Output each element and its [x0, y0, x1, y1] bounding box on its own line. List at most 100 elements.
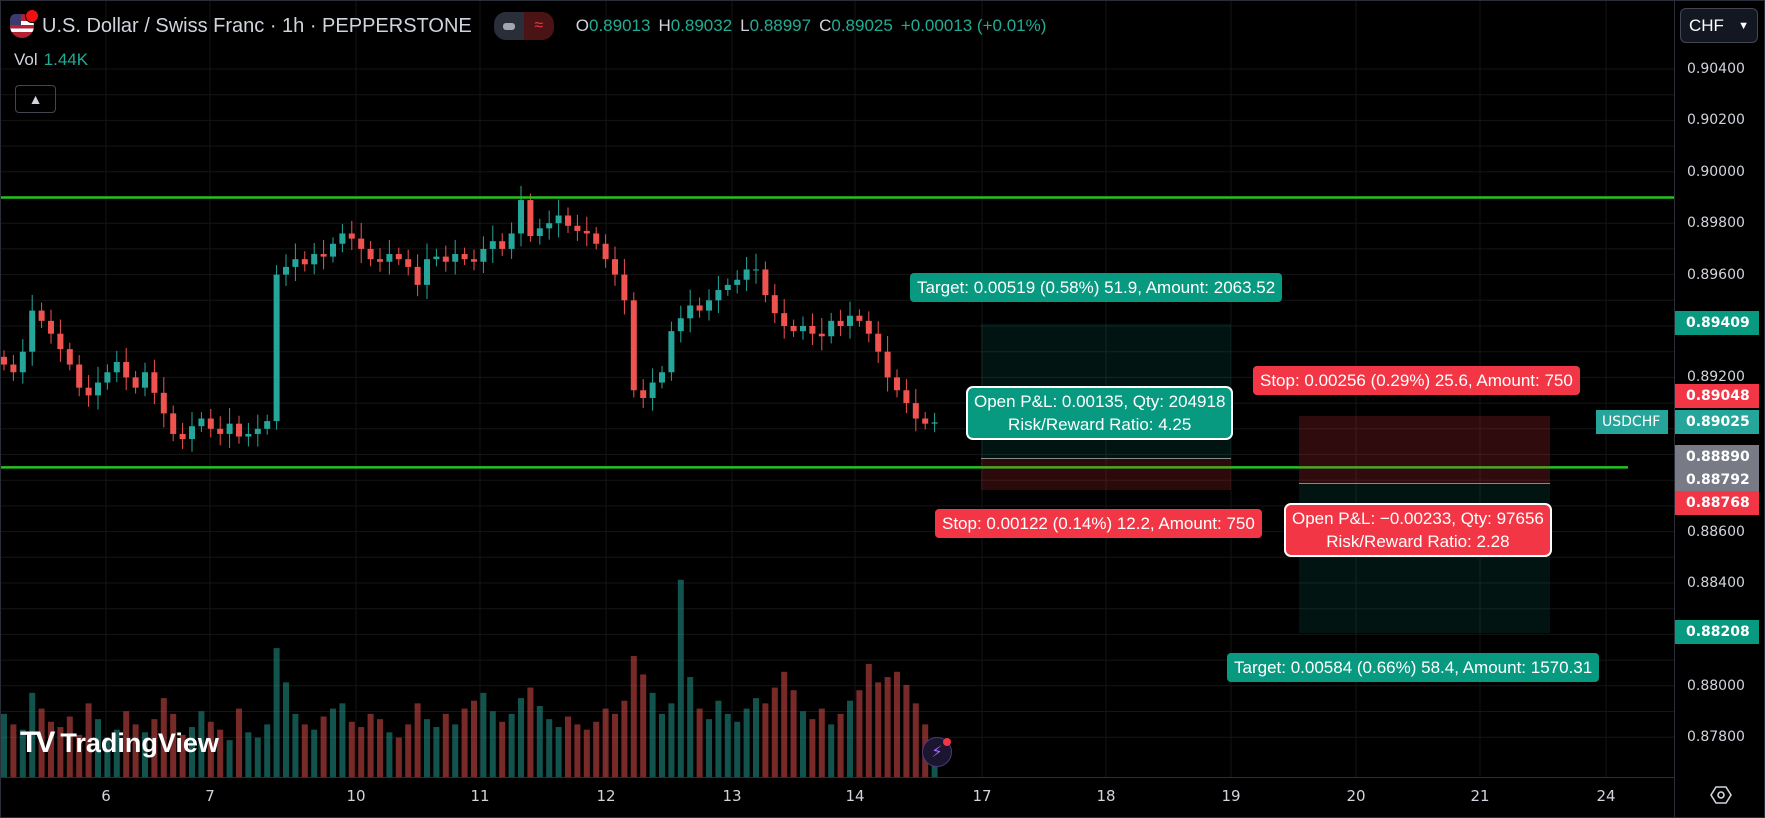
candle-body	[170, 413, 177, 434]
collapse-legend-button[interactable]: ▲	[15, 85, 56, 113]
volume-bar	[574, 724, 581, 777]
candle-body	[367, 248, 374, 260]
chevron-up-icon: ▲	[28, 91, 43, 107]
volume-bar	[480, 692, 487, 777]
candle-body	[471, 259, 477, 262]
volume-bar	[395, 737, 402, 777]
price-axis[interactable]	[1674, 0, 1765, 818]
volume-bar	[386, 732, 393, 777]
candle-body	[771, 295, 778, 314]
chart-mode-toggle[interactable]: ≈	[493, 12, 554, 40]
volume-bar	[57, 727, 64, 777]
volume-bar	[10, 724, 17, 777]
volume-bar	[865, 663, 872, 777]
candle-body	[828, 320, 835, 337]
short-stop-zone[interactable]	[1299, 416, 1550, 483]
volume-bar	[292, 713, 299, 777]
time-label: 11	[470, 787, 490, 805]
time-label: 20	[1346, 787, 1366, 805]
volume-bar	[142, 732, 148, 777]
candle-body	[574, 225, 581, 231]
candle-body	[499, 241, 506, 249]
volume-bar	[593, 721, 600, 777]
candle-body	[301, 259, 308, 265]
price-tick: 0.89600	[1687, 266, 1745, 283]
price-tick: 0.88400	[1687, 575, 1745, 591]
candle-body	[189, 426, 195, 440]
candle-body	[442, 256, 449, 262]
time-axis[interactable]	[0, 777, 1674, 818]
volume-bar	[508, 713, 515, 777]
candle-body	[593, 233, 600, 244]
usd-chf-flag-icon	[10, 9, 39, 38]
candle-body	[104, 372, 111, 383]
volume-bar	[546, 719, 553, 777]
candle-body	[612, 259, 618, 275]
candle-body	[330, 243, 336, 257]
volume-bar	[236, 708, 242, 777]
volume-bar	[583, 729, 590, 777]
candle-body	[649, 382, 656, 398]
candle-body	[66, 349, 73, 365]
price-label: 0.88208	[1675, 620, 1759, 644]
candle-body	[414, 266, 421, 285]
candle-body	[884, 351, 891, 378]
short-target-label[interactable]: Target: 0.00584 (0.66%) 58.4, Amount: 15…	[1227, 653, 1600, 682]
short-stop-label[interactable]: Stop: 0.00256 (0.29%) 25.6, Amount: 750	[1253, 366, 1580, 395]
volume-bar	[189, 727, 195, 777]
price-tick: 0.90200	[1687, 112, 1745, 129]
candle-body	[386, 254, 393, 262]
volume-bar	[367, 713, 374, 777]
price-label: 0.88792	[1675, 468, 1759, 492]
volume-bar	[433, 727, 440, 777]
candle-body	[706, 300, 712, 311]
volume-bar	[565, 716, 571, 777]
price-label: 0.89025	[1675, 410, 1759, 434]
volume-bar	[668, 703, 675, 777]
long-target-label[interactable]: Target: 0.00519 (0.58%) 51.9, Amount: 20…	[910, 273, 1283, 302]
price-chart[interactable]	[0, 0, 1674, 777]
volume-bar	[198, 711, 205, 777]
long-stop-label[interactable]: Stop: 0.00122 (0.14%) 12.2, Amount: 750	[935, 509, 1262, 538]
candle-body	[668, 331, 675, 373]
pill-icon[interactable]	[493, 12, 524, 40]
candle-body	[198, 418, 205, 427]
short-pnl-box[interactable]: Open P&L: −0.00233, Qty: 97656 Risk/Rewar…	[1284, 503, 1552, 557]
candle-body	[696, 305, 703, 311]
time-label: 12	[596, 787, 616, 805]
candle-body	[518, 200, 524, 234]
candle-body	[29, 310, 36, 352]
long-stop-zone[interactable]	[981, 458, 1231, 490]
volume-bar	[856, 690, 863, 777]
volume-bar	[85, 703, 92, 777]
volume-bar	[630, 656, 637, 777]
candle-body	[311, 254, 318, 265]
candle-body	[865, 320, 872, 334]
candle-body	[151, 372, 158, 393]
volume-bar	[283, 682, 289, 777]
candle-body	[659, 372, 665, 383]
volume-bar	[254, 737, 261, 777]
candle-body	[809, 326, 816, 334]
volume-bar	[348, 721, 355, 777]
volume-bar	[301, 724, 308, 777]
volume-bar	[715, 700, 722, 777]
volume-bar	[207, 721, 214, 777]
approx-icon[interactable]: ≈	[523, 12, 554, 40]
bolt-icon[interactable]: ⚡	[922, 737, 952, 767]
volume-bar	[555, 727, 562, 777]
symbol-title[interactable]: U.S. Dollar / Swiss Franc · 1h · PEPPERS…	[42, 14, 472, 37]
currency-dropdown[interactable]: CHF ▼	[1680, 8, 1758, 43]
volume-bar	[706, 719, 712, 777]
long-pnl-box[interactable]: Open P&L: 0.00135, Qty: 204918 Risk/Rewar…	[966, 386, 1234, 440]
candle-body	[424, 259, 430, 285]
chart-settings-icon[interactable]	[1710, 784, 1732, 806]
volume-bar	[781, 671, 788, 777]
price-tick: 0.90400	[1687, 61, 1745, 77]
volume-bar	[320, 716, 327, 777]
candle-body	[358, 238, 365, 249]
volume-bar	[217, 729, 224, 777]
price-label: 0.88890	[1675, 445, 1759, 469]
volume-bar	[377, 719, 383, 777]
